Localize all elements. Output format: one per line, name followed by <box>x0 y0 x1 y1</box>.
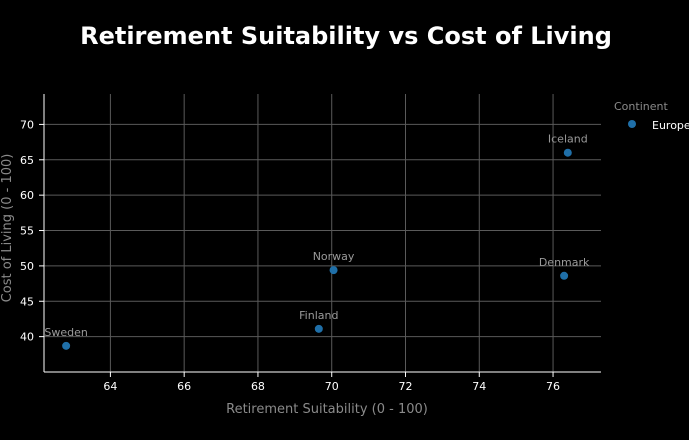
x-tick-label: 70 <box>325 380 339 393</box>
chart-title: Retirement Suitability vs Cost of Living <box>80 22 612 50</box>
y-tick-label: 45 <box>20 295 34 308</box>
x-tick-label: 66 <box>177 380 191 393</box>
x-tick-label: 76 <box>546 380 560 393</box>
point-label-norway: Norway <box>313 250 355 263</box>
point-label-iceland: Iceland <box>548 133 588 146</box>
x-tick-label: 74 <box>472 380 486 393</box>
legend: Continent Europe <box>614 100 689 132</box>
data-point-sweden <box>62 341 71 350</box>
legend-entry-europe: Europe <box>652 119 689 132</box>
data-point-iceland <box>563 148 572 157</box>
x-tick-label: 64 <box>103 380 117 393</box>
y-tick-label: 65 <box>20 154 34 167</box>
y-tick-label: 60 <box>20 189 34 202</box>
x-tick-label: 72 <box>398 380 412 393</box>
point-label-denmark: Denmark <box>539 256 590 269</box>
data-point-norway <box>329 266 338 275</box>
y-tick-label: 70 <box>20 118 34 131</box>
point-label-finland: Finland <box>299 309 338 322</box>
data-point-denmark <box>560 271 569 280</box>
point-label-sweden: Sweden <box>44 326 87 339</box>
tick-labels: 64 66 68 70 72 74 76 40 45 50 55 60 65 70 <box>20 118 560 393</box>
data-points: Iceland Norway Denmark Finland Sweden <box>44 133 590 350</box>
y-axis-label: Cost of Living (0 - 100) <box>0 154 15 303</box>
grid <box>44 94 601 372</box>
y-tick-label: 55 <box>20 225 34 238</box>
x-tick-label: 68 <box>251 380 265 393</box>
data-point-finland <box>314 324 323 333</box>
y-tick-label: 50 <box>20 260 34 273</box>
axes <box>43 94 601 373</box>
legend-marker-europe <box>628 120 636 128</box>
x-axis-label: Retirement Suitability (0 - 100) <box>226 402 428 417</box>
y-tick-label: 40 <box>20 331 34 344</box>
legend-title: Continent <box>614 100 668 113</box>
